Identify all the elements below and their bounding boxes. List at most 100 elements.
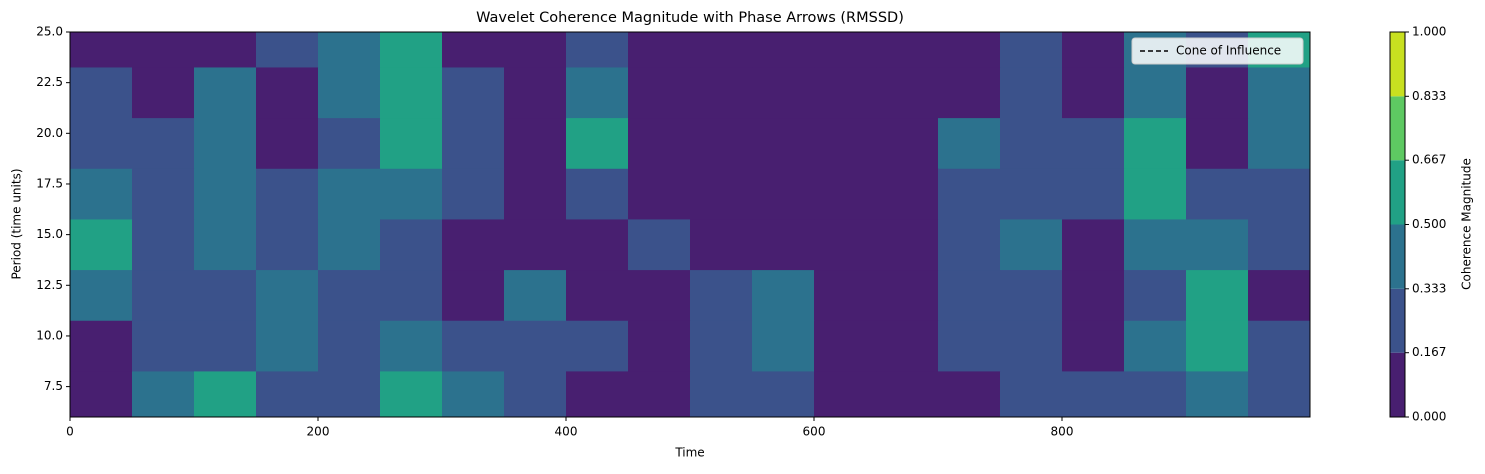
- cell: [380, 371, 443, 418]
- cell: [1000, 168, 1063, 220]
- cell: [1124, 118, 1187, 170]
- cell: [380, 219, 443, 271]
- cell: [938, 118, 1001, 170]
- cell: [628, 270, 691, 322]
- cell: [256, 32, 319, 68]
- cell: [1000, 219, 1063, 271]
- cell: [442, 32, 505, 68]
- cell: [876, 270, 939, 322]
- cell: [504, 67, 567, 119]
- y-tick-label: 15.0: [36, 227, 63, 241]
- cell: [628, 371, 691, 418]
- cell: [1000, 371, 1063, 418]
- y-tick-label: 20.0: [36, 126, 63, 140]
- plot-frame: [69, 31, 1311, 418]
- cell: [318, 67, 381, 119]
- cell: [1186, 118, 1249, 170]
- cell: [194, 371, 257, 418]
- cell: [752, 371, 815, 418]
- cell: [504, 371, 567, 418]
- cell: [132, 371, 195, 418]
- cell: [876, 320, 939, 372]
- cell: [814, 32, 877, 68]
- cell: [814, 67, 877, 119]
- cell: [566, 371, 629, 418]
- cell: [1062, 219, 1125, 271]
- cell: [132, 67, 195, 119]
- cell: [1124, 67, 1187, 119]
- y-tick-label: 22.5: [36, 75, 63, 89]
- cell: [132, 118, 195, 170]
- cell: [1000, 270, 1063, 322]
- cell: [70, 168, 133, 220]
- y-tick-label: 10.0: [36, 328, 63, 342]
- cell: [566, 168, 629, 220]
- cell: [628, 168, 691, 220]
- cell: [1062, 118, 1125, 170]
- cell: [256, 118, 319, 170]
- cell: [814, 270, 877, 322]
- cell: [380, 270, 443, 322]
- cell: [194, 270, 257, 322]
- cell: [1248, 320, 1311, 372]
- cell: [318, 219, 381, 271]
- colorbar-band: [1390, 160, 1405, 225]
- cell: [132, 168, 195, 220]
- chart-title: Wavelet Coherence Magnitude with Phase A…: [476, 10, 904, 26]
- cell: [814, 168, 877, 220]
- cell: [566, 32, 629, 68]
- cell: [504, 320, 567, 372]
- cell: [132, 219, 195, 271]
- cell: [876, 219, 939, 271]
- cell: [876, 32, 939, 68]
- colorbar-tick-label: 0.333: [1412, 281, 1446, 295]
- cell: [876, 371, 939, 418]
- cell: [504, 270, 567, 322]
- cell: [1062, 371, 1125, 418]
- cell: [442, 118, 505, 170]
- cell: [442, 219, 505, 271]
- cell: [752, 219, 815, 271]
- cell: [256, 320, 319, 372]
- cell: [566, 118, 629, 170]
- x-tick-label: 600: [803, 425, 826, 439]
- cell: [938, 371, 1001, 418]
- y-axis-label: Period (time units): [10, 168, 24, 279]
- cell: [194, 219, 257, 271]
- cell: [132, 270, 195, 322]
- cell: [938, 67, 1001, 119]
- legend-label: Cone of Influence: [1176, 44, 1281, 58]
- cell: [442, 67, 505, 119]
- cell: [628, 320, 691, 372]
- colorbar-band: [1390, 32, 1405, 97]
- cell: [132, 32, 195, 68]
- cell: [380, 168, 443, 220]
- cell: [1000, 118, 1063, 170]
- cell: [566, 320, 629, 372]
- cell: [752, 168, 815, 220]
- cell: [70, 270, 133, 322]
- cell: [380, 67, 443, 119]
- cell: [876, 168, 939, 220]
- cell: [256, 67, 319, 119]
- cell: [1000, 320, 1063, 372]
- cell: [938, 168, 1001, 220]
- cell: [70, 219, 133, 271]
- cell: [566, 270, 629, 322]
- cell: [442, 371, 505, 418]
- cell: [752, 32, 815, 68]
- colorbar-band: [1390, 288, 1405, 353]
- cell: [690, 371, 753, 418]
- y-tick-label: 25.0: [36, 25, 63, 39]
- cell: [256, 371, 319, 418]
- cell: [256, 219, 319, 271]
- cell: [690, 32, 753, 68]
- cell: [938, 219, 1001, 271]
- colorbar-band: [1390, 224, 1405, 289]
- cell: [628, 118, 691, 170]
- cell: [318, 32, 381, 68]
- cell: [690, 320, 753, 372]
- cell: [380, 320, 443, 372]
- cell: [1186, 371, 1249, 418]
